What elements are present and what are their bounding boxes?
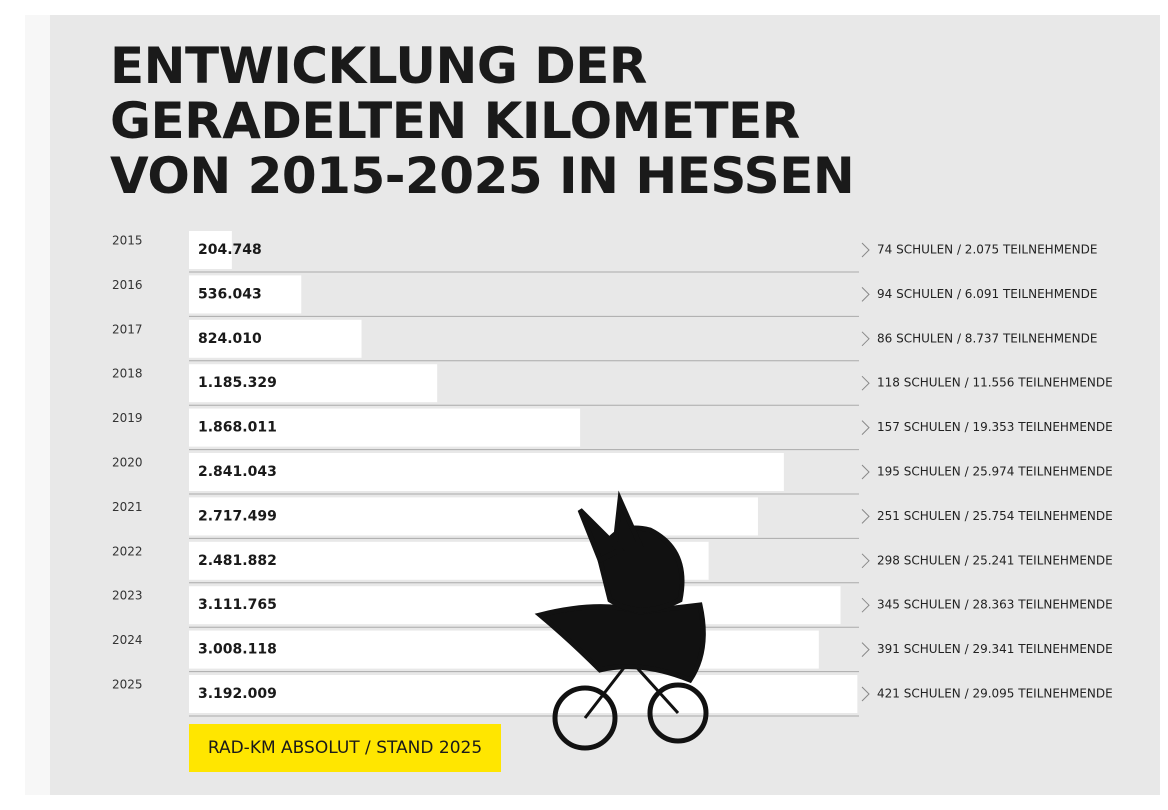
chevron	[861, 331, 870, 347]
row-annotation: 157 SCHULEN / 19.353 TEILNEHMENDE	[877, 420, 1113, 434]
row-annotation: 391 SCHULEN / 29.341 TEILNEHMENDE	[877, 642, 1113, 656]
chart-title: ENTWICKLUNG DER	[110, 37, 647, 95]
value-label: 2.717.499	[198, 508, 277, 524]
row-annotation: 298 SCHULEN / 25.241 TEILNEHMENDE	[877, 553, 1113, 567]
bar	[189, 630, 819, 669]
year-label: 2019	[112, 411, 143, 425]
mascot	[534, 490, 709, 751]
bar	[189, 586, 841, 625]
bar	[189, 364, 438, 403]
year-label: 2023	[112, 589, 143, 603]
row-annotation: 94 SCHULEN / 6.091 TEILNEHMENDE	[877, 287, 1097, 301]
value-label: 3.111.765	[198, 597, 277, 613]
year-label: 2017	[112, 322, 143, 336]
value-label: 1.185.329	[198, 375, 277, 391]
bar	[189, 319, 362, 358]
bar	[189, 453, 784, 491]
chevron	[861, 642, 870, 657]
footer-label: RAD-KM ABSOLUT / STAND 2025	[208, 738, 482, 758]
chevron	[861, 553, 870, 569]
year-label: 2015	[112, 234, 143, 248]
row-annotation: 345 SCHULEN / 28.363 TEILNEHMENDE	[877, 598, 1113, 612]
value-label: 204.748	[198, 242, 262, 258]
chevron	[861, 464, 870, 480]
year-label: 2020	[112, 456, 143, 470]
bar	[189, 497, 758, 536]
bar	[189, 675, 858, 713]
year-label: 2021	[112, 500, 143, 514]
value-label: 824.010	[198, 331, 262, 347]
row-annotation: 74 SCHULEN / 2.075 TEILNEHMENDE	[877, 243, 1097, 257]
chevron	[861, 509, 870, 524]
chevron	[861, 597, 870, 613]
value-label: 3.008.118	[198, 642, 277, 658]
row-annotation: 118 SCHULEN / 11.556 TEILNEHMENDE	[877, 376, 1113, 390]
chevron	[861, 420, 870, 435]
chart-title: VON 2015-2025 IN HESSEN	[110, 147, 854, 205]
year-label: 2024	[112, 633, 143, 647]
year-label: 2022	[112, 544, 143, 558]
bar	[189, 275, 302, 314]
year-label: 2016	[112, 278, 143, 292]
chevron	[861, 287, 870, 302]
row-annotation: 251 SCHULEN / 25.754 TEILNEHMENDE	[877, 509, 1113, 523]
value-label: 3.192.009	[198, 686, 277, 702]
value-label: 1.868.011	[198, 420, 277, 436]
value-label: 2.841.043	[198, 464, 277, 480]
bar	[189, 408, 581, 447]
chevron	[861, 242, 870, 258]
row-annotation: 195 SCHULEN / 25.974 TEILNEHMENDE	[877, 465, 1113, 479]
value-label: 2.481.882	[198, 553, 277, 569]
chevron	[861, 686, 870, 702]
row-annotation: 421 SCHULEN / 29.095 TEILNEHMENDE	[877, 687, 1113, 701]
footer-box	[189, 724, 501, 772]
chevron	[861, 375, 870, 391]
year-label: 2018	[112, 367, 143, 381]
year-label: 2025	[112, 678, 143, 692]
bar	[189, 231, 232, 269]
chart-title: GERADELTEN KILOMETER	[110, 92, 800, 150]
value-label: 536.043	[198, 286, 262, 302]
row-annotation: 86 SCHULEN / 8.737 TEILNEHMENDE	[877, 331, 1097, 345]
